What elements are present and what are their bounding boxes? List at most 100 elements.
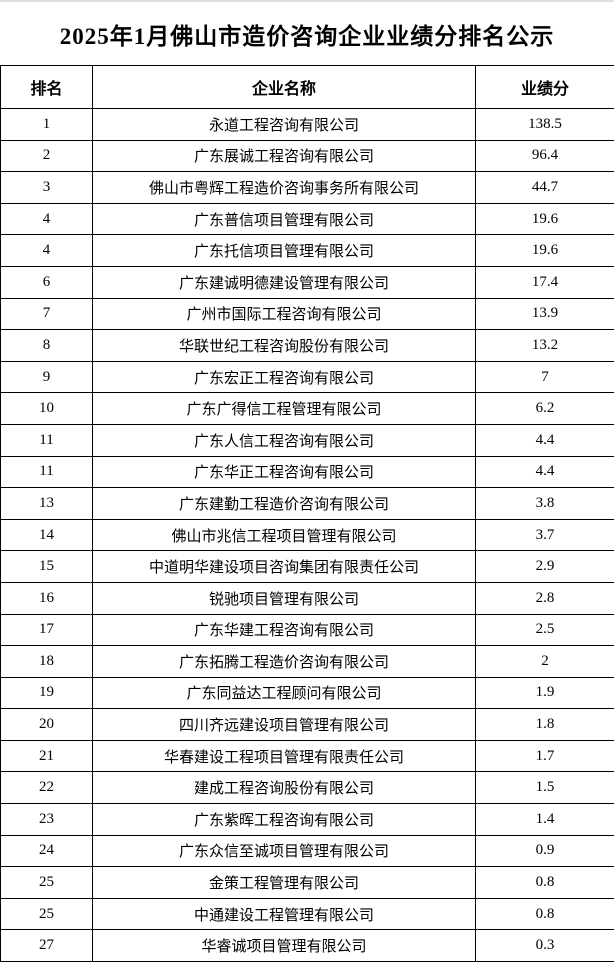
score-cell: 2.9: [475, 550, 614, 583]
rank-cell: 17: [0, 613, 93, 647]
table-row: 18 广东拓腾工程造价咨询有限公司 2: [0, 645, 614, 678]
rank-cell: 2: [0, 139, 93, 173]
company-cell: 中通建设工程管理有限公司: [92, 897, 476, 931]
rank-cell: 6: [0, 265, 93, 299]
company-cell: 广东托信项目管理有限公司: [92, 234, 476, 267]
rank-cell: 25: [0, 866, 93, 899]
table-row: 11 广东华正工程咨询有限公司 4.4: [0, 455, 614, 489]
rank-cell: 4: [0, 234, 93, 267]
company-cell: 广东拓腾工程造价咨询有限公司: [92, 645, 476, 678]
table-row: 25 中通建设工程管理有限公司 0.8: [0, 897, 614, 931]
company-cell: 广东展诚工程咨询有限公司: [92, 139, 476, 173]
table-row: 21 华春建设工程项目管理有限责任公司 1.7: [0, 739, 614, 773]
company-cell: 中道明华建设项目咨询集团有限责任公司: [92, 550, 476, 583]
table-row: 14 佛山市兆信工程项目管理有限公司 3.7: [0, 518, 614, 552]
table-row: 4 广东托信项目管理有限公司 19.6: [0, 234, 614, 267]
score-cell: 6.2: [475, 392, 614, 425]
table-row: 25 金策工程管理有限公司 0.8: [0, 866, 614, 899]
score-cell: 17.4: [475, 265, 614, 299]
score-cell: 0.3: [475, 929, 614, 963]
company-cell: 广东紫晖工程咨询有限公司: [92, 803, 476, 836]
table-row: 10 广东广得信工程管理有限公司 6.2: [0, 392, 614, 425]
rank-cell: 18: [0, 645, 93, 678]
company-cell: 广东人信工程咨询有限公司: [92, 423, 476, 457]
ranking-table: 排名 企业名称 业绩分 1 永道工程咨询有限公司 138.5 2 广东展诚工程咨…: [0, 65, 614, 963]
company-cell: 广东建勤工程造价咨询有限公司: [92, 487, 476, 520]
rank-cell: 25: [0, 897, 93, 931]
company-cell: 四川齐远建设项目管理有限公司: [92, 708, 476, 741]
score-cell: 0.9: [475, 834, 614, 868]
table-header: 排名 企业名称 业绩分: [0, 65, 614, 109]
rank-cell: 9: [0, 360, 93, 394]
table-row: 2 广东展诚工程咨询有限公司 96.4: [0, 139, 614, 173]
table-body: 1 永道工程咨询有限公司 138.5 2 广东展诚工程咨询有限公司 96.4 3…: [0, 108, 614, 963]
rank-cell: 16: [0, 581, 93, 615]
company-cell: 广东华正工程咨询有限公司: [92, 455, 476, 489]
header-score: 业绩分: [475, 65, 614, 109]
rank-cell: 7: [0, 297, 93, 331]
table-row: 3 佛山市粤辉工程造价咨询事务所有限公司 44.7: [0, 171, 614, 204]
score-cell: 44.7: [475, 171, 614, 204]
score-cell: 1.8: [475, 708, 614, 741]
score-cell: 19.6: [475, 234, 614, 267]
score-cell: 4.4: [475, 455, 614, 489]
page-title: 2025年1月佛山市造价咨询企业业绩分排名公示: [59, 23, 555, 49]
table-row: 6 广东建诚明德建设管理有限公司 17.4: [0, 265, 614, 299]
header-rank: 排名: [0, 65, 93, 109]
company-cell: 华睿诚项目管理有限公司: [92, 929, 476, 963]
score-cell: 2: [475, 645, 614, 678]
table-row: 22 建成工程咨询股份有限公司 1.5: [0, 771, 614, 805]
company-cell: 华联世纪工程咨询股份有限公司: [92, 329, 476, 362]
rank-cell: 11: [0, 423, 93, 457]
score-cell: 1.4: [475, 803, 614, 836]
header-company-name: 企业名称: [92, 65, 476, 109]
score-cell: 2.5: [475, 613, 614, 647]
company-cell: 广东众信至诚项目管理有限公司: [92, 834, 476, 868]
score-cell: 138.5: [475, 108, 614, 141]
rank-cell: 15: [0, 550, 93, 583]
rank-cell: 3: [0, 171, 93, 204]
table-row: 15 中道明华建设项目咨询集团有限责任公司 2.9: [0, 550, 614, 583]
rank-cell: 20: [0, 708, 93, 741]
score-cell: 13.9: [475, 297, 614, 331]
score-cell: 96.4: [475, 139, 614, 173]
score-cell: 7: [475, 360, 614, 394]
score-cell: 0.8: [475, 897, 614, 931]
rank-cell: 11: [0, 455, 93, 489]
rank-cell: 22: [0, 771, 93, 805]
rank-cell: 1: [0, 108, 93, 141]
company-cell: 金策工程管理有限公司: [92, 866, 476, 899]
score-cell: 4.4: [475, 423, 614, 457]
table-row: 11 广东人信工程咨询有限公司 4.4: [0, 423, 614, 457]
rank-cell: 21: [0, 739, 93, 773]
company-cell: 佛山市粤辉工程造价咨询事务所有限公司: [92, 171, 476, 204]
company-cell: 广东建诚明德建设管理有限公司: [92, 265, 476, 299]
company-cell: 广州市国际工程咨询有限公司: [92, 297, 476, 331]
table-row: 13 广东建勤工程造价咨询有限公司 3.8: [0, 487, 614, 520]
table-row: 19 广东同益达工程顾问有限公司 1.9: [0, 676, 614, 710]
score-cell: 13.2: [475, 329, 614, 362]
company-cell: 建成工程咨询股份有限公司: [92, 771, 476, 805]
rank-cell: 8: [0, 329, 93, 362]
table-row: 24 广东众信至诚项目管理有限公司 0.9: [0, 834, 614, 868]
company-cell: 永道工程咨询有限公司: [92, 108, 476, 141]
table-row: 1 永道工程咨询有限公司 138.5: [0, 108, 614, 141]
score-cell: 1.5: [475, 771, 614, 805]
score-cell: 19.6: [475, 202, 614, 236]
company-cell: 华春建设工程项目管理有限责任公司: [92, 739, 476, 773]
rank-cell: 14: [0, 518, 93, 552]
table-row: 8 华联世纪工程咨询股份有限公司 13.2: [0, 329, 614, 362]
company-cell: 广东广得信工程管理有限公司: [92, 392, 476, 425]
table-row: 9 广东宏正工程咨询有限公司 7: [0, 360, 614, 394]
table-row: 7 广州市国际工程咨询有限公司 13.9: [0, 297, 614, 331]
score-cell: 3.8: [475, 487, 614, 520]
table-row: 27 华睿诚项目管理有限公司 0.3: [0, 929, 614, 963]
score-cell: 0.8: [475, 866, 614, 899]
rank-cell: 27: [0, 929, 93, 963]
score-cell: 2.8: [475, 581, 614, 615]
company-cell: 佛山市兆信工程项目管理有限公司: [92, 518, 476, 552]
company-cell: 广东华建工程咨询有限公司: [92, 613, 476, 647]
rank-cell: 24: [0, 834, 93, 868]
rank-cell: 19: [0, 676, 93, 710]
